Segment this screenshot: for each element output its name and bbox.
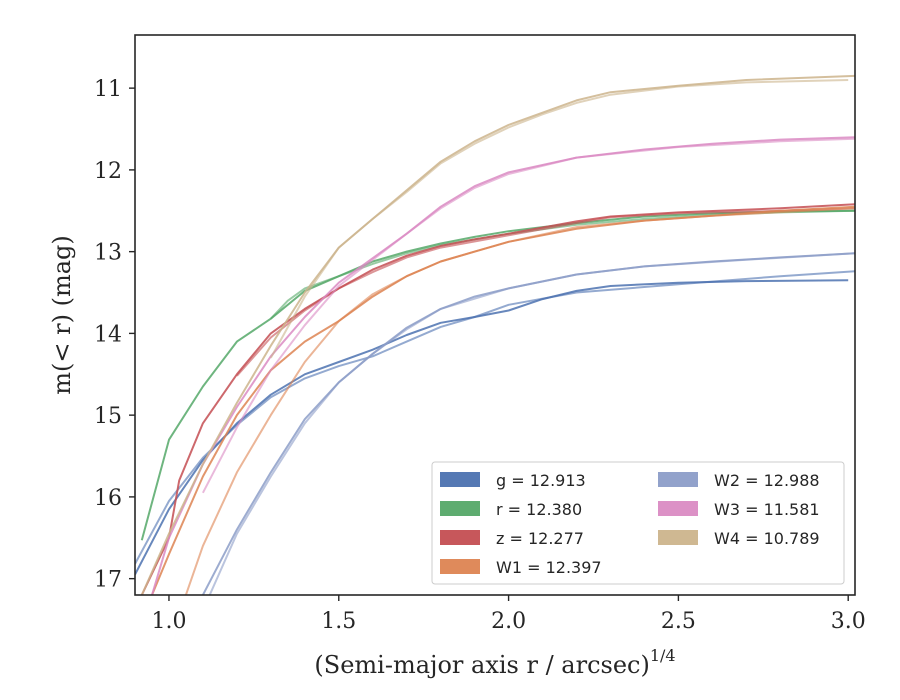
legend-swatch-r <box>440 501 480 516</box>
x-axis-label: (Semi-major axis r / arcsec)1/4 <box>314 646 675 679</box>
y-tick-label: 16 <box>94 486 122 511</box>
series-line-w1-2 <box>184 207 855 595</box>
legend-swatch-g <box>440 472 480 487</box>
legend-label-g: g = 12.913 <box>496 471 586 490</box>
legend-swatch-w2 <box>658 472 698 487</box>
legend: g = 12.913 r = 12.380 z = 12.277 W1 = 12.39… <box>431 461 845 585</box>
y-tick-label: 15 <box>94 404 122 429</box>
x-tick-label: 1.5 <box>321 609 356 634</box>
y-tick-label: 14 <box>94 322 122 347</box>
legend-label-w1: W1 = 12.397 <box>496 558 602 577</box>
series-line-w3-2 <box>202 137 855 494</box>
y-axis-label: m(< r) (mag) <box>48 235 76 394</box>
series-line-g-2 <box>135 270 855 565</box>
x-axis-label-exponent: 1/4 <box>650 646 676 665</box>
series-line-z-2 <box>236 207 855 377</box>
y-axis: 11 12 13 14 15 16 17 <box>94 77 135 593</box>
y-tick-label: 12 <box>94 159 122 184</box>
x-axis: 1.0 1.5 2.0 2.5 3.0 <box>151 595 866 634</box>
series-line-r-1 <box>140 209 855 541</box>
x-tick-label: 2.0 <box>491 609 526 634</box>
legend-swatch-w4 <box>658 530 698 545</box>
series-line-w4-2 <box>269 79 849 359</box>
legend-label-w3: W3 = 11.581 <box>714 500 820 519</box>
y-tick-label: 13 <box>94 241 122 266</box>
legend-label-w4: W4 = 10.789 <box>714 529 820 548</box>
legend-swatch-w3 <box>658 501 698 516</box>
series-layer <box>135 74 855 595</box>
legend-entries: g = 12.913 r = 12.380 z = 12.277 W1 = 12.39… <box>440 471 820 577</box>
legend-swatch-z <box>440 530 480 545</box>
legend-box <box>431 461 845 585</box>
x-tick-label: 1.0 <box>151 609 186 634</box>
legend-label-w2: W2 = 12.988 <box>714 471 820 490</box>
legend-label-r: r = 12.380 <box>496 500 582 519</box>
series-line-w2-2 <box>208 252 855 595</box>
x-tick-label: 2.5 <box>661 609 696 634</box>
y-tick-label: 17 <box>94 568 122 593</box>
legend-label-z: z = 12.277 <box>496 529 584 548</box>
x-tick-label: 3.0 <box>831 609 866 634</box>
legend-swatch-w1 <box>440 559 480 574</box>
y-tick-label: 11 <box>94 77 122 102</box>
series-line-w4-1 <box>140 74 855 595</box>
plot-frame <box>134 34 856 596</box>
